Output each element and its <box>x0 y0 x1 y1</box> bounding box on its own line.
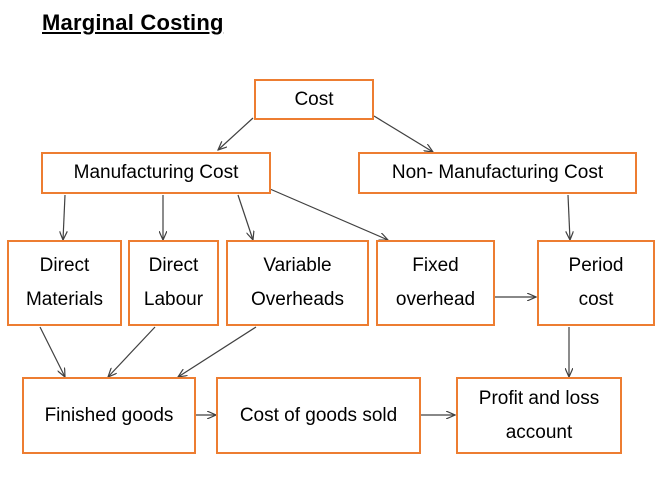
cost-of-goods-sold-box: Cost of goods sold <box>216 377 421 454</box>
direct-labour-line1: Direct <box>148 255 199 276</box>
fixed-overhead-box: Fixed overhead <box>376 240 495 326</box>
manufacturing-cost-label: Manufacturing Cost <box>73 162 239 183</box>
period-cost-box: Period cost <box>537 240 655 326</box>
arrow-manufacturing-to-variable-overheads <box>237 194 253 240</box>
arrow-cost-to-nonmanufacturing <box>373 115 433 152</box>
finished-goods-box: Finished goods <box>22 377 196 454</box>
finished-goods-label: Finished goods <box>44 404 174 426</box>
arrow-cost-to-manufacturing <box>218 117 254 150</box>
profit-and-loss-line2: account <box>505 421 573 443</box>
profit-and-loss-line1: Profit and loss <box>478 387 600 409</box>
arrow-nonmanufacturing-to-period-cost <box>568 194 570 240</box>
cost-box: Cost <box>254 79 374 120</box>
arrow-direct-labour-to-finished-goods <box>108 326 156 377</box>
arrow-direct-materials-to-finished-goods <box>39 326 65 377</box>
arrow-variable-overheads-to-finished-goods <box>178 326 257 377</box>
manufacturing-cost-box: Manufacturing Cost <box>41 152 271 194</box>
non-manufacturing-cost-box: Non- Manufacturing Cost <box>358 152 637 194</box>
direct-materials-box: Direct Materials <box>7 240 122 326</box>
direct-materials-line1: Direct <box>39 255 90 276</box>
arrow-manufacturing-to-fixed-overhead <box>269 188 388 240</box>
fixed-overhead-line2: overhead <box>395 289 476 310</box>
profit-and-loss-account-box: Profit and loss account <box>456 377 622 454</box>
period-cost-line2: cost <box>578 289 614 310</box>
variable-overheads-box: Variable Overheads <box>226 240 369 326</box>
variable-overheads-line2: Overheads <box>251 289 344 310</box>
direct-materials-line2: Materials <box>25 289 104 310</box>
cost-of-goods-sold-label: Cost of goods sold <box>239 404 398 426</box>
period-cost-line1: Period <box>568 255 624 276</box>
direct-labour-line2: Labour <box>143 289 204 310</box>
variable-overheads-line1: Variable <box>263 255 332 276</box>
non-manufacturing-cost-label: Non- Manufacturing Cost <box>391 162 604 183</box>
fixed-overhead-line1: Fixed <box>412 255 459 276</box>
diagram-title: Marginal Costing <box>42 10 224 35</box>
arrow-manufacturing-to-direct-materials <box>63 194 65 240</box>
cost-label: Cost <box>294 88 334 110</box>
direct-labour-box: Direct Labour <box>128 240 219 326</box>
